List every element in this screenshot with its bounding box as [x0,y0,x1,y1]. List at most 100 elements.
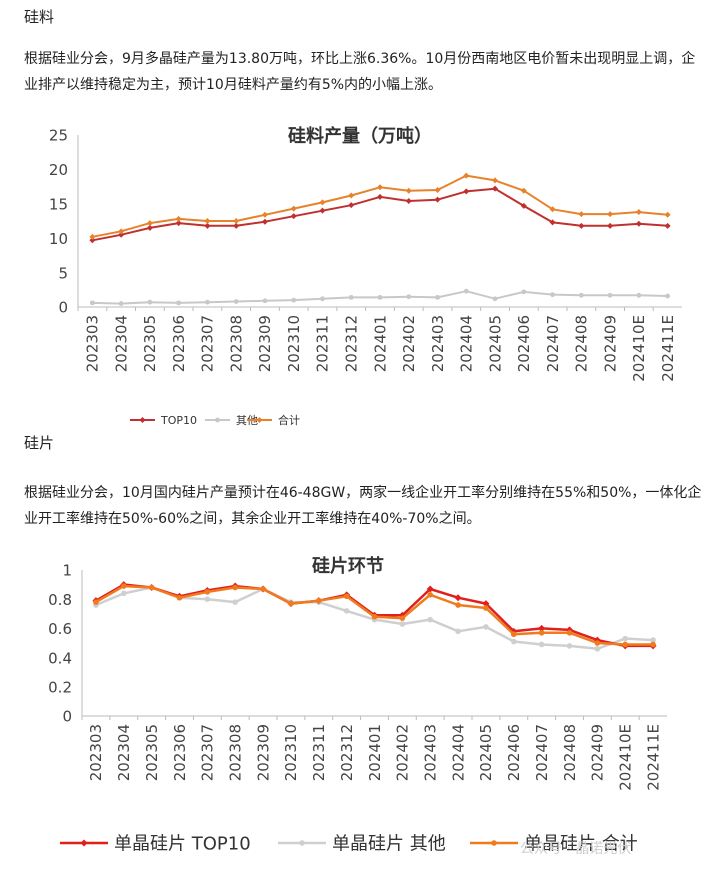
data-point [147,299,153,305]
legend-label: 合计 [278,413,300,427]
legend-marker [256,417,263,423]
data-point [399,621,406,627]
data-point [89,237,96,244]
data-point [405,187,412,194]
y-tick-label: 1 [62,562,72,580]
legend-marker [215,417,220,423]
data-point [315,597,322,604]
x-tick-label: 202405 [477,724,495,781]
data-point [435,294,440,300]
data-point [399,615,406,621]
chart-title: 硅料产量（万吨） [288,125,432,147]
y-tick-label: 0 [62,708,72,726]
data-point [594,640,601,646]
data-point [578,211,585,218]
data-point [348,202,355,209]
x-tick-label: 202407 [533,724,551,781]
data-point [204,589,211,595]
y-tick-label: 25 [49,127,68,145]
x-tick-label: 202305 [143,724,161,781]
x-tick-label: 202308 [227,315,245,372]
x-tick-label: 202404 [458,315,476,372]
data-point [233,222,240,229]
data-point [291,297,297,303]
data-point [175,220,182,227]
data-point [593,636,601,644]
data-point [463,172,470,179]
data-point [233,299,239,304]
data-point [371,613,378,620]
data-point [348,294,354,300]
data-point [377,294,383,300]
x-tick-label: 202402 [400,315,418,372]
data-point [520,187,527,194]
data-point [118,228,125,235]
data-point [377,193,383,200]
data-point [521,289,527,295]
data-point [118,231,125,238]
x-tick-label: 202312 [342,315,360,372]
data-point [233,218,240,224]
x-tick-label: 202409 [589,724,607,781]
data-point [510,627,518,635]
x-tick-label: 202402 [394,724,412,781]
x-tick-label: 202401 [371,315,389,372]
data-point [538,641,545,648]
data-point [288,600,294,607]
x-tick-label: 202410E [630,315,648,382]
y-tick-label: 20 [49,161,68,179]
x-tick-label: 202407 [544,315,562,372]
x-tick-label: 202310 [285,315,303,372]
data-point [455,628,461,635]
data-point [607,211,614,218]
watermark-text: 公众号 · 晶诺光伏 [520,841,631,857]
data-point [622,641,629,648]
data-point [483,605,489,611]
data-point [204,596,211,602]
y-tick-label: 5 [58,264,68,282]
legend-marker [139,417,146,423]
silicon-output-chart: 硅料产量（万吨） 0 5 10 15 20 25 202303 202304 202305 2023… [49,125,682,427]
y-tick-label: 0.8 [48,591,72,609]
data-point [120,590,127,597]
legend-marker [491,840,497,846]
legend-label: TOP10 [160,414,197,427]
data-point [578,222,585,229]
data-point [664,211,671,218]
x-tick-label: 202404 [449,724,467,781]
data-point [319,199,326,206]
data-point [463,188,470,195]
x-tick-label: 202305 [141,315,159,372]
x-tick-label: 202308 [226,724,244,781]
data-point [650,637,656,643]
data-point [636,292,642,298]
data-point [146,220,153,227]
section-heading-silicon: 硅料 [24,8,55,26]
x-tick-label: 202303 [87,724,105,781]
data-point [520,202,527,209]
x-tick-label: 202306 [171,724,189,781]
data-point [146,224,153,231]
data-point [426,585,434,593]
data-point [538,629,545,636]
data-point [176,594,183,601]
data-point [664,222,671,229]
data-point [482,600,490,608]
x-tick-label: 202309 [256,315,274,372]
data-point [607,222,614,229]
legend-marker [80,839,88,847]
data-point [455,602,461,608]
data-point [607,292,613,298]
section-heading-wafer: 硅片 [24,434,55,452]
y-tick-label: 0.4 [48,649,72,667]
data-point [594,646,601,652]
data-point [434,196,441,203]
x-tick-label: 202304 [115,724,133,781]
x-tick-label: 202409 [601,315,619,372]
data-point [204,222,211,229]
data-point [635,220,642,227]
data-point [566,643,573,649]
data-point [377,184,383,191]
data-point [261,211,268,218]
data-point [510,631,517,638]
